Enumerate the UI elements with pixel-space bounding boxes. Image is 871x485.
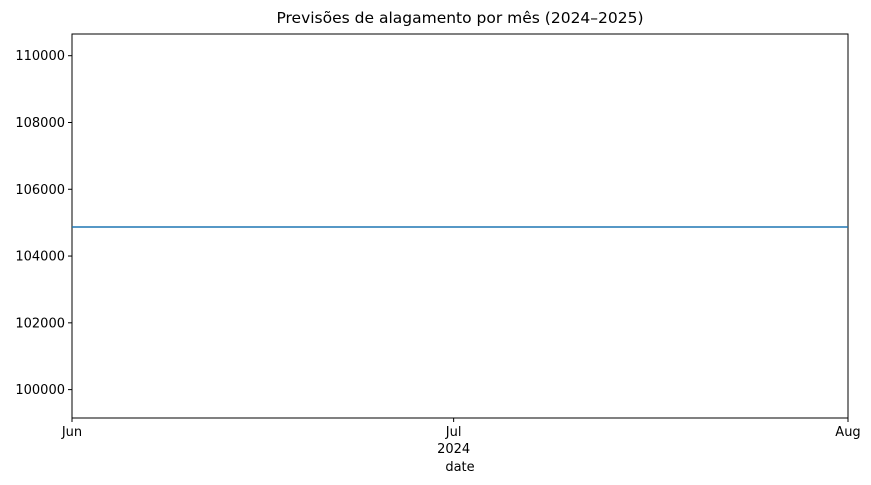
y-axis: 100000 102000 104000 106000 108000 110000: [15, 49, 72, 398]
y-tick-label: 106000: [15, 183, 65, 198]
y-tick-label: 100000: [15, 383, 65, 398]
plot-area: [71, 33, 849, 419]
x-axis: Jun Jul Aug: [61, 418, 861, 440]
y-tick-label: 104000: [15, 250, 65, 265]
y-tick-label: 110000: [15, 49, 65, 64]
y-tick-label: 108000: [15, 116, 65, 131]
x-axis-year-label: 2024: [437, 442, 470, 457]
x-axis-title: date: [445, 460, 474, 475]
x-tick-label: Jul: [445, 425, 462, 440]
x-tick-label: Aug: [835, 425, 860, 440]
y-tick-label: 102000: [15, 316, 65, 331]
x-tick-label: Jun: [61, 425, 82, 440]
chart-title: Previsões de alagamento por mês (2024–20…: [276, 9, 643, 27]
